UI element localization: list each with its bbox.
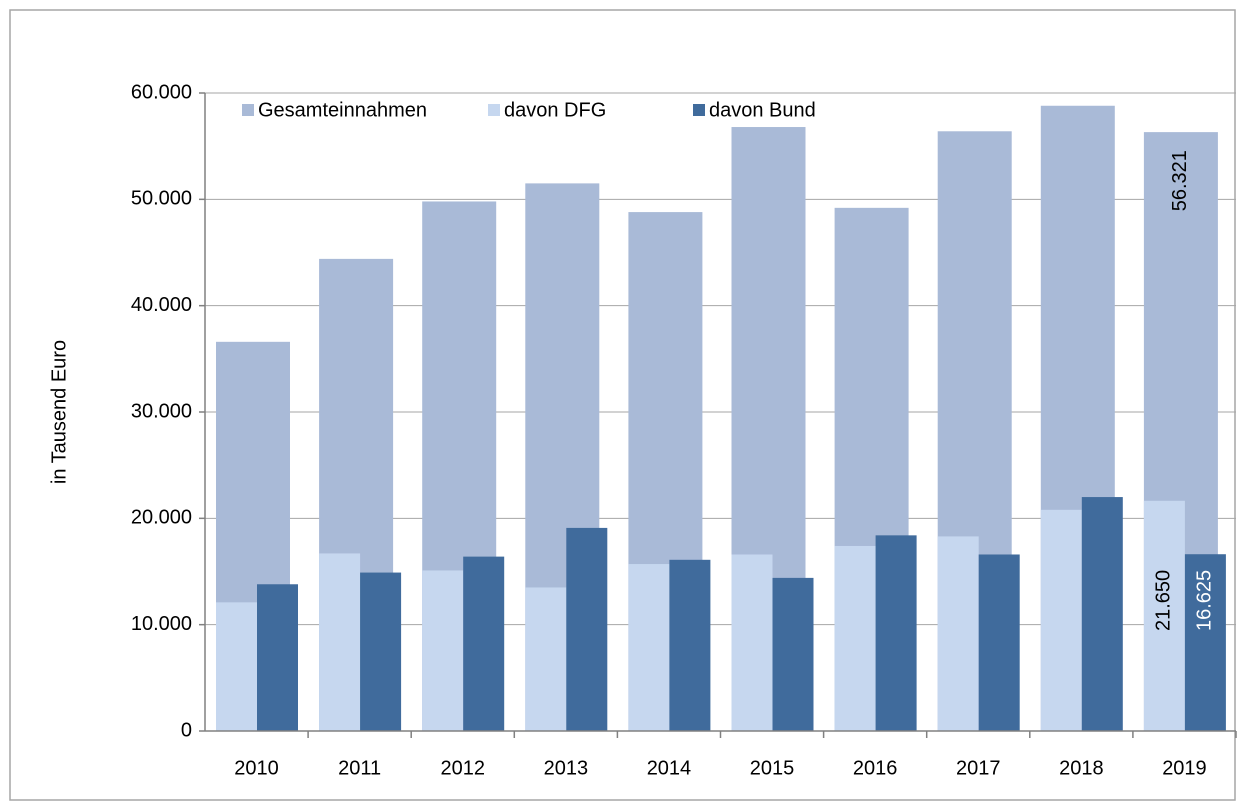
- y-tick-label: 50.000: [131, 188, 192, 210]
- x-tick-label: 2015: [750, 757, 795, 779]
- bar: [216, 602, 257, 731]
- x-tick-label: 2011: [338, 757, 381, 779]
- value-label: 16.625: [1194, 570, 1216, 631]
- x-tick-label: 2018: [1059, 757, 1104, 779]
- bar: [1143, 500, 1185, 731]
- bar: [937, 536, 979, 731]
- x-tick-label: 2010: [234, 757, 279, 779]
- bar: [669, 559, 711, 731]
- bar: [360, 572, 402, 731]
- bar: [978, 554, 1020, 731]
- y-axis-label: in Tausend Euro: [48, 340, 70, 484]
- value-label: 56.321: [1169, 150, 1191, 211]
- y-tick-label: 60.000: [131, 81, 192, 103]
- legend-label: davon DFG: [504, 99, 606, 121]
- bar: [257, 584, 298, 731]
- bar: [319, 553, 361, 731]
- bar: [566, 527, 608, 731]
- bar: [1081, 497, 1123, 731]
- y-tick-label: 20.000: [131, 507, 192, 529]
- bar: [1184, 554, 1226, 731]
- legend-swatch: [488, 104, 500, 116]
- value-label: 21.650: [1153, 570, 1175, 631]
- bar: [875, 535, 917, 731]
- x-tick-label: 2019: [1162, 757, 1207, 779]
- y-tick-label: 0: [181, 719, 192, 741]
- y-tick-label: 40.000: [131, 294, 192, 316]
- y-tick-label: 10.000: [131, 613, 192, 635]
- bar: [628, 564, 670, 731]
- legend-swatch: [693, 104, 705, 116]
- chart-border: [9, 9, 1236, 801]
- bar: [1040, 509, 1082, 731]
- legend-label: Gesamteinnahmen: [258, 99, 427, 121]
- bar: [525, 587, 567, 731]
- x-tick-label: 2016: [853, 757, 898, 779]
- x-tick-label: 2014: [647, 757, 692, 779]
- y-tick-label: 30.000: [131, 400, 192, 422]
- bar: [772, 577, 814, 731]
- x-tick-label: 2012: [441, 757, 486, 779]
- x-tick-label: 2017: [956, 757, 1001, 779]
- bar: [834, 545, 876, 731]
- legend-swatch: [242, 104, 254, 116]
- bar: [422, 570, 464, 731]
- bar: [463, 556, 505, 731]
- legend-label: davon Bund: [709, 99, 816, 121]
- bar: [731, 554, 773, 731]
- x-tick-label: 2013: [544, 757, 589, 779]
